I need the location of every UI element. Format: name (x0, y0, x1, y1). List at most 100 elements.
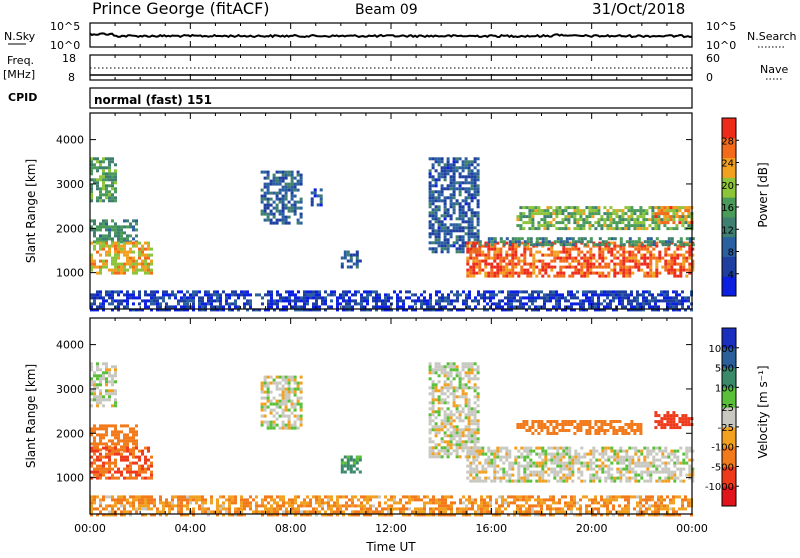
heatmap-cell (603, 293, 606, 296)
heatmap-cell (553, 459, 556, 462)
heatmap-cell (468, 169, 471, 172)
heatmap-cell (294, 403, 297, 406)
heatmap-cell (366, 290, 369, 293)
heatmap-cell (183, 498, 186, 501)
heatmap-cell (456, 446, 459, 449)
heatmap-cell (120, 459, 123, 462)
heatmap-cell (294, 415, 297, 418)
heatmap-cell (592, 456, 595, 459)
heatmap-cell (105, 507, 108, 510)
heatmap-cell (402, 299, 405, 302)
heatmap-cell (639, 302, 642, 305)
heatmap-cell (478, 450, 481, 453)
power-panel-frame (90, 113, 692, 309)
heatmap-cell (583, 272, 586, 275)
heatmap-cell (267, 201, 270, 204)
heatmap-cell (459, 428, 462, 431)
heatmap-cell (273, 207, 276, 210)
heatmap-cell (583, 263, 586, 266)
heatmap-cell (453, 193, 456, 196)
heatmap-cell (99, 471, 102, 474)
heatmap-cell (264, 171, 267, 174)
heatmap-cell (147, 504, 150, 507)
heatmap-cell (429, 299, 432, 302)
heatmap-cell (141, 251, 144, 254)
heatmap-cell (582, 218, 585, 221)
heatmap-cell (625, 459, 628, 462)
heatmap-cell (327, 507, 330, 510)
heatmap-cell (270, 424, 273, 427)
heatmap-cell (435, 169, 438, 172)
heatmap-cell (350, 260, 353, 263)
heatmap-cell (675, 423, 678, 426)
heatmap-cell (670, 266, 673, 269)
heatmap-cell (555, 212, 558, 215)
heatmap-cell (681, 290, 684, 293)
colorbar-tick-label: 4 (728, 270, 734, 281)
heatmap-cell (561, 227, 564, 230)
heatmap-cell (567, 206, 570, 209)
heatmap-cell (261, 504, 264, 507)
heatmap-cell (646, 453, 649, 456)
heatmap-cell (509, 240, 512, 243)
heatmap-cell (636, 224, 639, 227)
heatmap-cell (435, 220, 438, 223)
heatmap-cell (486, 290, 489, 293)
heatmap-cell (667, 474, 670, 477)
heatmap-cell (516, 215, 519, 218)
heatmap-cell (499, 459, 502, 462)
heatmap-cell (264, 421, 267, 424)
heatmap-cell (270, 427, 273, 430)
heatmap-cell (444, 199, 447, 202)
heatmap-cell (168, 507, 171, 510)
heatmap-cell (583, 254, 586, 257)
heatmap-cell (132, 427, 135, 430)
heatmap-cell (111, 507, 114, 510)
heatmap-cell (105, 219, 108, 222)
heatmap-cell (541, 453, 544, 456)
heatmap-cell (276, 510, 279, 513)
heatmap-cell (438, 443, 441, 446)
heatmap-cell (120, 225, 123, 228)
heatmap-cell (459, 205, 462, 208)
heatmap-cell (597, 426, 600, 429)
heatmap-cell (447, 244, 450, 247)
colorbar-tick-label: 16 (721, 203, 734, 214)
heatmap-cell (555, 209, 558, 212)
heatmap-cell (141, 471, 144, 474)
heatmap-cell (678, 299, 681, 302)
heatmap-cell (565, 453, 568, 456)
heatmap-cell (585, 206, 588, 209)
heatmap-cell (682, 257, 685, 260)
heatmap-cell (522, 302, 525, 305)
heatmap-cell (466, 242, 469, 245)
heatmap-cell (450, 380, 453, 383)
heatmap-cell (511, 474, 514, 477)
heatmap-cell (540, 420, 543, 423)
heatmap-cell (111, 257, 114, 260)
heatmap-cell (312, 305, 315, 308)
heatmap-cell (297, 189, 300, 192)
heatmap-cell (441, 175, 444, 178)
heatmap-cell (499, 456, 502, 459)
heatmap-cell (459, 413, 462, 416)
heatmap-cell (582, 221, 585, 224)
heatmap-cell (318, 293, 321, 296)
heatmap-cell (447, 250, 450, 253)
heatmap-cell (471, 181, 474, 184)
heatmap-cell (673, 453, 676, 456)
heatmap-cell (347, 266, 350, 269)
heatmap-cell (435, 365, 438, 368)
heatmap-cell (468, 293, 471, 296)
heatmap-cell (663, 417, 666, 420)
heatmap-cell (585, 429, 588, 432)
heatmap-cell (306, 510, 309, 513)
heatmap-cell (294, 210, 297, 213)
heatmap-cell (588, 423, 591, 426)
heatmap-cell (642, 224, 645, 227)
heatmap-cell (162, 507, 165, 510)
heatmap-cell (664, 465, 667, 468)
heatmap-cell (666, 290, 669, 293)
heatmap-cell (530, 237, 533, 240)
heatmap-cell (687, 420, 690, 423)
